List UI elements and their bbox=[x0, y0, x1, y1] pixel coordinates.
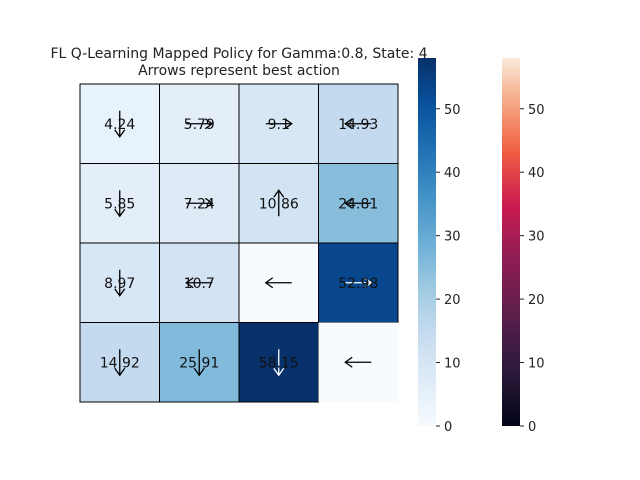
arrow-down-icon bbox=[114, 349, 126, 377]
cell-value-label: 8.97 bbox=[104, 276, 135, 292]
arrow-left-icon bbox=[344, 197, 372, 209]
arrow-down-icon bbox=[114, 110, 126, 138]
cell-value-label: 4.24 bbox=[104, 117, 135, 133]
colorbar-tick-label: 20 bbox=[528, 293, 545, 308]
arrow-left-icon bbox=[185, 277, 213, 289]
cell-value-label: 7.24 bbox=[184, 196, 215, 212]
colorbar-tick-label: 50 bbox=[444, 103, 461, 118]
colorbar-tick-label: 0 bbox=[528, 420, 536, 435]
colorbar-tick-label: 30 bbox=[444, 230, 461, 245]
arrow-down-icon bbox=[114, 190, 126, 218]
colorbar-tick-label: 40 bbox=[444, 166, 461, 181]
cell-value-label: 10.7 bbox=[184, 276, 215, 292]
arrow-down-icon bbox=[273, 349, 285, 377]
rocket-colorbar-ticks: 0 10 20 30 40 50 bbox=[520, 103, 545, 435]
arrow-left-icon bbox=[344, 118, 372, 130]
cell-value-label: 25.91 bbox=[179, 355, 219, 371]
blues-colorbar bbox=[418, 58, 436, 426]
cell-value-label: 58.15 bbox=[259, 355, 299, 371]
colorbar-tick-label: 0 bbox=[444, 420, 452, 435]
arrow-down-icon bbox=[114, 269, 126, 297]
cell-value-label: 14.93 bbox=[338, 117, 378, 133]
arrow-right-icon bbox=[186, 197, 214, 209]
arrow-right-icon bbox=[186, 118, 214, 130]
policy-arrows bbox=[114, 110, 373, 377]
colorbar-tick-label: 40 bbox=[528, 166, 545, 181]
colorbar-tick-label: 10 bbox=[528, 357, 545, 372]
cell-value-label: 5.85 bbox=[104, 196, 135, 212]
chart-title: FL Q-Learning Mapped Policy for Gamma:0.… bbox=[50, 46, 427, 62]
arrow-right-icon bbox=[265, 118, 293, 130]
heatmap-cell-r3-c1 bbox=[159, 322, 240, 403]
cell-value-label: 24.81 bbox=[338, 196, 378, 212]
cell-value-label: 10.86 bbox=[259, 196, 299, 212]
cell-value-label: 9.1 bbox=[268, 117, 290, 133]
arrow-right-icon bbox=[345, 277, 373, 289]
arrow-down-icon bbox=[193, 349, 205, 377]
colorbar-tick-label: 10 bbox=[444, 357, 461, 372]
colorbar-tick-label: 20 bbox=[444, 293, 461, 308]
arrow-left-icon bbox=[264, 277, 292, 289]
chart-subtitle: Arrows represent best action bbox=[138, 63, 340, 79]
cell-value-label: 5.79 bbox=[184, 117, 215, 133]
rocket-colorbar bbox=[502, 58, 520, 426]
arrow-left-icon bbox=[344, 356, 372, 368]
heatmap-cell-r1-c3 bbox=[318, 163, 399, 244]
cell-value-label: 14.92 bbox=[100, 355, 140, 371]
arrow-up-icon bbox=[273, 189, 285, 217]
blues-colorbar-ticks: 0 10 20 30 40 50 bbox=[436, 103, 461, 435]
colorbar-tick-label: 30 bbox=[528, 230, 545, 245]
cell-value-labels: 4.24 5.79 9.1 14.93 5.85 7.24 10.86 24.81 8.97 10… bbox=[100, 117, 379, 372]
colorbar-tick-label: 50 bbox=[528, 103, 545, 118]
cell-value-label: 52.98 bbox=[338, 276, 378, 292]
